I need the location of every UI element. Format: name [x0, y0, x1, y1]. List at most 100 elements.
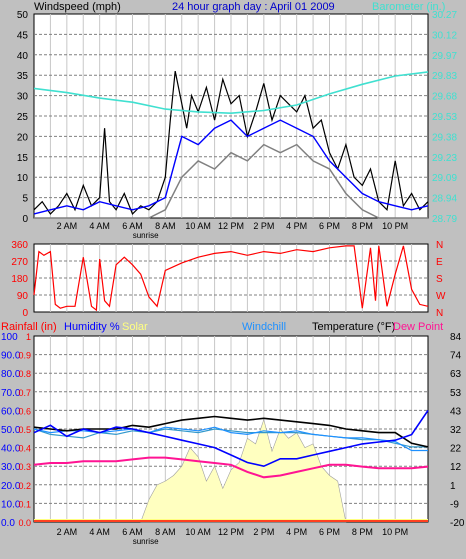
direction-tick-label: 0: [22, 308, 28, 319]
temperature-series: [33, 415, 429, 448]
direction-tick-label: 270: [11, 257, 28, 268]
rain-tick-label: 0.4: [18, 444, 31, 454]
windchill-label: Windchill: [242, 321, 286, 333]
y-tick-label-right: 29.68: [432, 92, 457, 103]
temperature-tick-label: 1: [450, 481, 456, 492]
x-tick-label: 6 AM: [122, 527, 143, 537]
rain-tick-label: 0.1: [18, 499, 31, 509]
x-tick-label: 4 AM: [89, 221, 110, 231]
x-tick-label: 8 PM: [352, 527, 373, 537]
x-tick-label: 2 AM: [57, 221, 78, 231]
humidity-tick-label: 100: [1, 332, 18, 343]
rain-tick-label: 0.6: [18, 406, 31, 416]
x-tick-label: 4 AM: [89, 527, 110, 537]
rain-tick-label: 0.7: [18, 388, 31, 398]
y-tick-label-left: 35: [17, 71, 29, 82]
x-tick-label: 10 PM: [382, 527, 408, 537]
solar-label: Solar: [122, 321, 148, 333]
temperature-tick-label: 53: [450, 388, 462, 399]
sunrise-label-bottom: sunrise: [133, 537, 159, 546]
y-tick-label-right: 29.83: [432, 71, 457, 82]
wind-panel: 0 5 10 15 20 25 30 35 40 45 50 28.79 28.94 29.09 29.23…: [17, 10, 458, 240]
chart-title: 24 hour graph day : April 01 2009: [172, 1, 335, 13]
windspeed-series: [33, 70, 429, 215]
temperature-tick-label: 32: [450, 425, 462, 436]
y-tick-label-right: 30.27: [432, 10, 457, 21]
y-tick-label-right: 29.23: [432, 153, 457, 164]
compass-label: N: [436, 240, 443, 251]
rainfall-label: Rainfall (in): [1, 321, 57, 333]
windspeed-label: Windspeed (mph): [34, 1, 121, 13]
humidity-tick-label: 50.0: [1, 425, 21, 436]
x-tick-label: 6 PM: [319, 221, 340, 231]
x-tick-label: 2 AM: [57, 527, 78, 537]
winddir-series: [33, 245, 429, 312]
humidity-tick-label: 80.0: [1, 369, 21, 380]
direction-tick-label: 90: [17, 291, 29, 302]
temperature-tick-label: -20: [450, 518, 465, 529]
humidity-series: [33, 409, 429, 468]
x-tick-label: 10 AM: [185, 527, 211, 537]
x-tick-label: 12 PM: [218, 221, 244, 231]
compass-label: E: [436, 257, 443, 268]
compass-label: S: [436, 274, 443, 285]
rain-tick-label: 0.9: [18, 351, 31, 361]
humidity-tick-label: 40.0: [1, 444, 21, 455]
y-tick-label-right: 29.97: [432, 51, 457, 62]
y-tick-label-right: 29.38: [432, 132, 457, 143]
y-tick-label-left: 5: [22, 194, 28, 205]
temperature-tick-label: 22: [450, 444, 462, 455]
y-tick-label-right: 28.79: [432, 214, 457, 225]
direction-tick-label: 180: [11, 274, 28, 285]
rain-tick-label: 0.0: [18, 518, 31, 528]
compass-label: W: [436, 291, 446, 302]
y-tick-label-left: 50: [17, 10, 29, 21]
y-tick-label-right: 30.12: [432, 30, 457, 41]
humidity-tick-label: 30.0: [1, 462, 21, 473]
x-tick-label: 2 PM: [253, 221, 274, 231]
x-tick-label: 10 PM: [382, 221, 408, 231]
x-tick-label: 4 PM: [286, 221, 307, 231]
x-tick-label: 12 PM: [218, 527, 244, 537]
x-tick-label: 8 PM: [352, 221, 373, 231]
rain-tick-label: 0.3: [18, 462, 31, 472]
dewpoint-series: [33, 456, 429, 479]
x-tick-label: 6 PM: [319, 527, 340, 537]
barometer-label: Barometer (in.): [372, 1, 445, 13]
humidity-tick-label: 20.0: [1, 481, 21, 492]
x-tick-label: 6 AM: [122, 221, 143, 231]
x-tick-label: 4 PM: [286, 527, 307, 537]
humidity-tick-label: 70.0: [1, 388, 21, 399]
humidity-tick-label: 10.0: [1, 499, 21, 510]
y-tick-label-left: 45: [17, 30, 29, 41]
x-tick-label: 10 AM: [185, 221, 211, 231]
y-tick-label-left: 15: [17, 153, 29, 164]
temperature-panel: 0.0 10.0 20.0 30.0 40.0 50.0 60.0 70.0 80.0 90.0 1…: [1, 332, 465, 546]
temperature-tick-label: 12: [450, 462, 462, 473]
temperature-tick-label: 74: [450, 351, 462, 362]
gust-avg-series: [33, 119, 429, 215]
humidity-label: Humidity %: [64, 321, 120, 333]
x-tick-label: 8 AM: [155, 221, 176, 231]
humidity-tick-label: 90.0: [1, 351, 21, 362]
temperature-tick-label: 63: [450, 369, 462, 380]
rain-tick-label: 0.2: [18, 481, 31, 491]
temperature-tick-label: -9: [450, 499, 459, 510]
y-tick-label-right: 29.09: [432, 173, 457, 184]
x-tick-label: 8 AM: [155, 527, 176, 537]
barometer-series: [33, 71, 429, 115]
x-tick-label: 2 PM: [253, 527, 274, 537]
y-tick-label-left: 0: [22, 214, 28, 225]
y-tick-label-right: 29.53: [432, 112, 457, 123]
humidity-tick-label: 60.0: [1, 406, 21, 417]
y-tick-label-left: 40: [17, 51, 29, 62]
sunrise-label: sunrise: [133, 231, 159, 240]
compass-label: N: [436, 308, 443, 319]
wind-gray-series: [34, 143, 428, 219]
temperature-label: Temperature (°F): [312, 321, 395, 333]
temperature-tick-label: 43: [450, 406, 462, 417]
y-tick-label-left: 30: [17, 92, 29, 103]
y-tick-label-left: 20: [17, 132, 29, 143]
